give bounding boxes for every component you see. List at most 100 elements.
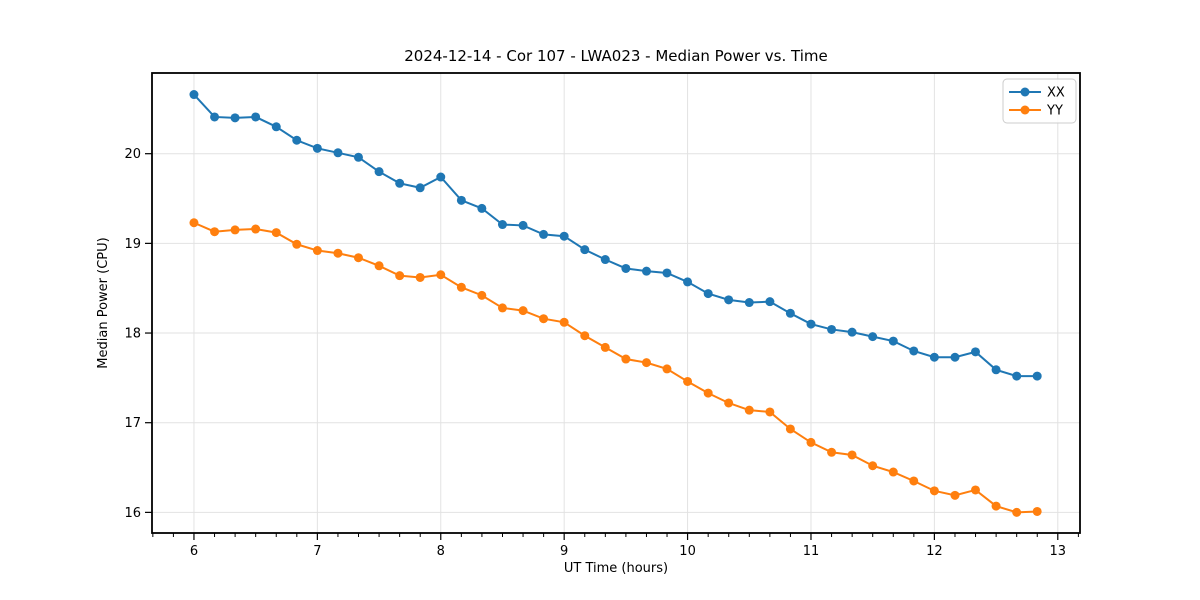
data-point — [230, 225, 240, 235]
data-point — [662, 364, 672, 374]
data-point — [703, 289, 713, 299]
chart-title: 2024-12-14 - Cor 107 - LWA023 - Median P… — [404, 47, 828, 65]
data-point — [374, 261, 384, 271]
data-point — [456, 195, 466, 205]
y-tick-label: 16 — [124, 506, 141, 521]
data-point — [662, 268, 672, 278]
y-tick-label: 18 — [124, 327, 141, 342]
data-point — [621, 263, 631, 273]
y-tick-label: 20 — [124, 147, 141, 162]
data-point — [991, 365, 1001, 375]
data-point — [929, 486, 939, 496]
data-point — [333, 148, 343, 158]
data-point — [600, 342, 610, 352]
data-point — [744, 298, 754, 308]
data-point — [683, 277, 693, 287]
legend-label-xx: XX — [1047, 86, 1065, 101]
data-point — [970, 485, 980, 495]
data-point — [292, 239, 302, 249]
data-point — [497, 220, 507, 230]
data-point — [415, 272, 425, 282]
data-point — [909, 476, 919, 486]
data-point — [744, 405, 754, 415]
x-tick-label: 11 — [803, 544, 820, 559]
tick-labels: 6 7 8 9 10 11 12 13 16 17 18 19 20 — [124, 147, 1066, 559]
data-point — [395, 178, 405, 188]
data-point — [580, 331, 590, 341]
data-point — [312, 246, 322, 256]
data-point — [683, 376, 693, 386]
data-point — [641, 266, 651, 276]
data-point — [189, 90, 199, 100]
data-point — [271, 122, 281, 132]
legend-marker-xx — [1020, 87, 1030, 97]
y-axis-label: Median Power (CPU) — [96, 237, 111, 368]
data-point — [641, 358, 651, 368]
legend: XX YY — [1002, 78, 1077, 124]
legend-frame — [1002, 78, 1077, 124]
y-tick-label: 17 — [124, 416, 141, 431]
data-point — [518, 220, 528, 230]
major-ticks — [145, 153, 1059, 540]
data-point — [970, 347, 980, 357]
series-xx — [189, 90, 1042, 381]
data-point — [847, 327, 857, 337]
x-tick-label: 12 — [926, 544, 943, 559]
x-tick-label: 13 — [1050, 544, 1067, 559]
data-point — [497, 303, 507, 313]
data-point — [518, 306, 528, 316]
legend-marker-yy — [1020, 105, 1030, 115]
data-point — [929, 352, 939, 362]
data-point — [333, 248, 343, 258]
data-point — [806, 319, 816, 329]
data-point — [765, 407, 775, 417]
y-tick-label: 19 — [124, 237, 141, 252]
data-point — [230, 113, 240, 123]
data-point — [374, 167, 384, 177]
legend-label-yy: YY — [1046, 104, 1063, 119]
data-point — [724, 398, 734, 408]
data-point — [827, 447, 837, 457]
data-point — [1032, 371, 1042, 381]
data-point — [950, 352, 960, 362]
data-point — [477, 290, 487, 300]
data-point — [415, 183, 425, 193]
data-point — [559, 231, 569, 241]
data-point — [1032, 506, 1042, 516]
data-point — [436, 172, 446, 182]
data-point — [251, 224, 261, 234]
data-point — [436, 270, 446, 280]
x-axis-label: UT Time (hours) — [564, 561, 668, 576]
x-tick-label: 7 — [313, 544, 321, 559]
data-point — [189, 218, 199, 228]
x-tick-label: 6 — [190, 544, 198, 559]
data-point — [703, 388, 713, 398]
data-point — [353, 152, 363, 162]
data-point — [312, 143, 322, 153]
series-layer — [189, 90, 1042, 517]
data-point — [785, 424, 795, 434]
data-point — [888, 467, 898, 477]
data-point — [559, 317, 569, 327]
series-line — [193, 93, 1038, 378]
data-point — [353, 253, 363, 263]
gridlines — [152, 73, 1080, 533]
data-point — [210, 227, 220, 237]
data-point — [621, 354, 631, 364]
data-point — [868, 332, 878, 342]
data-point — [477, 203, 487, 213]
data-point — [847, 450, 857, 460]
series-yy — [189, 218, 1042, 517]
data-point — [456, 282, 466, 292]
data-point — [271, 228, 281, 238]
data-point — [785, 308, 795, 318]
data-point — [600, 255, 610, 265]
data-point — [806, 437, 816, 447]
data-point — [539, 314, 549, 324]
data-point — [395, 271, 405, 281]
series-line — [193, 221, 1038, 514]
data-point — [1012, 371, 1022, 381]
data-point — [991, 501, 1001, 511]
